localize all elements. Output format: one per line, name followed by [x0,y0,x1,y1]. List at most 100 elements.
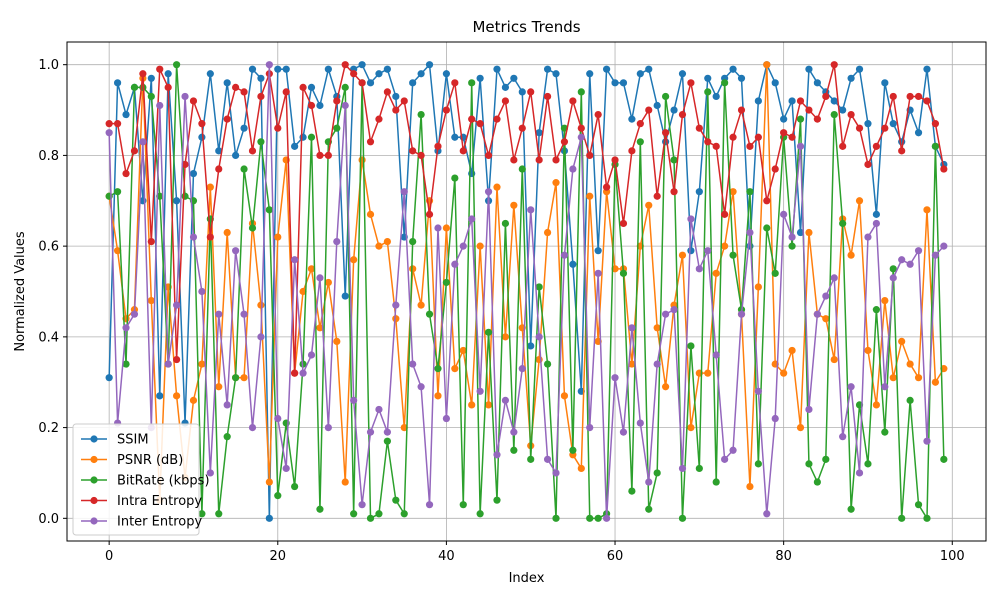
series-point [248,147,257,155]
legend-label: SSIM [117,433,149,448]
series-point [813,79,821,87]
series-point [206,183,214,191]
y-tick-label: 0.0 [38,512,59,527]
series-point [535,333,543,341]
series-point [577,88,585,96]
series-point [704,88,712,96]
series-point [375,115,383,123]
series-point [232,151,240,160]
series-point [484,188,493,196]
series-point [704,247,712,255]
series-point [442,278,450,287]
series-point [425,310,434,318]
series-point [822,92,830,101]
series-point [425,61,434,69]
series-point [164,360,172,368]
series-point [493,183,501,191]
series-point [864,160,872,169]
series-point [434,365,442,373]
series-point [687,247,695,255]
series-point [746,188,754,196]
series-point [527,455,535,463]
legend-swatch-marker [90,435,98,443]
series-point [653,324,661,332]
series-point [392,496,400,504]
series-3 [105,61,948,377]
series-point [796,228,805,237]
ticks-layer: 0 20 40 60 80 100 0.0 0.2 0.4 0.6 0.8 1.0 [38,58,964,564]
series-point [510,201,518,209]
series-point [543,65,552,73]
series-point [754,387,762,395]
series-point [611,79,619,87]
series-point [442,106,450,114]
series-point [164,70,172,78]
series-point [324,151,332,160]
series-point [510,74,518,82]
series-line [108,63,945,520]
series-point [156,65,164,73]
series-point [501,83,510,91]
series-point [847,110,855,119]
series-point [712,92,720,101]
series-point [628,324,636,332]
series-line [109,63,945,374]
series-point [594,110,602,119]
series-point [350,256,358,264]
series-point [113,79,122,87]
series-point [366,138,375,146]
series-point [358,61,366,69]
series-point [383,65,391,73]
series-point [889,274,897,282]
series-point [628,360,636,368]
legend-swatch-marker [90,476,98,484]
series-point [189,396,198,404]
series-point [805,228,813,237]
series-point [417,110,425,119]
series-point [754,460,762,468]
series-point [274,233,282,241]
series-point [476,242,484,250]
series-point [484,401,493,409]
series-point [501,333,510,341]
series-point [594,514,602,522]
series-point [830,97,838,105]
series-point [417,151,425,160]
series-point [687,79,695,87]
series-point [560,392,569,400]
series-point [754,133,762,141]
series-point [105,129,113,137]
series-point [375,510,383,518]
series-point [215,147,223,155]
legend-item: PSNR (dB) [81,453,183,468]
legend-swatch-marker [90,496,98,505]
series-point [468,401,476,409]
series-point [366,210,375,218]
series-point [746,228,754,237]
series-point [307,101,316,110]
series-point [914,247,923,255]
x-axis-label: Index [509,571,545,586]
series-point [636,419,644,427]
series-point [274,414,282,423]
series-point [527,206,535,214]
legend-label: Inter Entropy [117,515,202,530]
series-point [552,514,560,522]
series-point [223,433,231,441]
series-point [358,79,366,87]
series-point [898,147,906,155]
series-point [232,247,240,255]
series-point [484,328,493,336]
series-point [729,65,737,73]
series-point [299,133,307,141]
series-point [914,501,923,509]
series-point [350,396,358,404]
series-point [746,142,754,150]
series-point [940,455,948,463]
series-point [763,61,771,69]
series-point [215,310,223,318]
legend-label: BitRate (kbps) [117,474,210,489]
series-point [206,70,214,78]
series-point [670,156,678,164]
